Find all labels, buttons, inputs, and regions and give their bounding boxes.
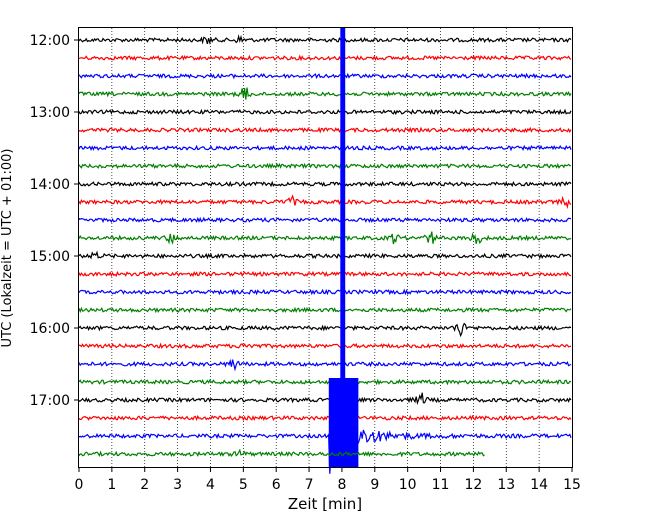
trace-1715 xyxy=(78,414,572,422)
y-axis: 12:00 13:00 14:00 15:00 16:00 17:00 xyxy=(30,33,79,409)
trace-1445 xyxy=(78,231,572,245)
x-axis: 0 1 2 3 4 5 6 7 8 9 10 11 12 13 14 15 xyxy=(75,467,581,493)
quake-spike xyxy=(340,28,346,467)
y-tick-label: 12:00 xyxy=(30,33,70,49)
x-tick-label: 7 xyxy=(305,477,314,493)
trace-1545 xyxy=(78,306,572,314)
trace-1330 xyxy=(78,144,572,152)
trace-1430 xyxy=(78,216,572,224)
trace-1700 xyxy=(78,392,572,406)
x-tick-label: 11 xyxy=(432,477,450,493)
trace-1315 xyxy=(78,126,572,134)
x-tick-label: 15 xyxy=(563,477,581,493)
trace-1345 xyxy=(78,162,571,170)
y-tick-label: 13:00 xyxy=(30,105,70,121)
trace-1745 xyxy=(78,448,485,458)
trace-1730 xyxy=(78,410,572,474)
trace-1415 xyxy=(78,194,572,210)
x-tick-label: 5 xyxy=(239,477,248,493)
trace-1500 xyxy=(78,250,572,260)
x-tick-label: 8 xyxy=(337,477,346,493)
x-tick-label: 14 xyxy=(530,477,548,493)
x-tick-label: 9 xyxy=(370,477,379,493)
trace-lines xyxy=(78,28,572,474)
trace-1645 xyxy=(78,378,572,386)
y-tick-label: 15:00 xyxy=(30,249,70,265)
x-tick-label: 12 xyxy=(464,477,482,493)
x-tick-label: 10 xyxy=(399,477,417,493)
x-tick-label: 13 xyxy=(497,477,515,493)
x-tick-label: 2 xyxy=(140,477,149,493)
trace-1630 xyxy=(78,358,572,372)
trace-1600 xyxy=(78,322,572,338)
trace-1615 xyxy=(78,342,572,350)
x-tick-label: 0 xyxy=(75,477,84,493)
trace-1245 xyxy=(78,87,572,100)
trace-1200 xyxy=(78,34,572,45)
trace-1215 xyxy=(78,54,572,62)
trace-1530 xyxy=(78,288,572,296)
plot-frame xyxy=(78,27,573,468)
x-tick-label: 6 xyxy=(272,477,281,493)
trace-1230 xyxy=(78,72,572,80)
trace-1300 xyxy=(78,108,572,116)
y-axis-label: UTC (Lokalzeit = UTC + 01:00) xyxy=(0,149,15,348)
trace-1400 xyxy=(78,180,572,188)
y-tick-label: 17:00 xyxy=(30,393,70,409)
x-tick-label: 3 xyxy=(173,477,182,493)
x-tick-label: 1 xyxy=(107,477,116,493)
x-tick-label: 4 xyxy=(206,477,215,493)
x-axis-label: Zeit [min] xyxy=(288,495,362,513)
y-tick-label: 14:00 xyxy=(30,177,70,193)
y-tick-label: 16:00 xyxy=(30,321,70,337)
trace-1515 xyxy=(78,270,572,278)
